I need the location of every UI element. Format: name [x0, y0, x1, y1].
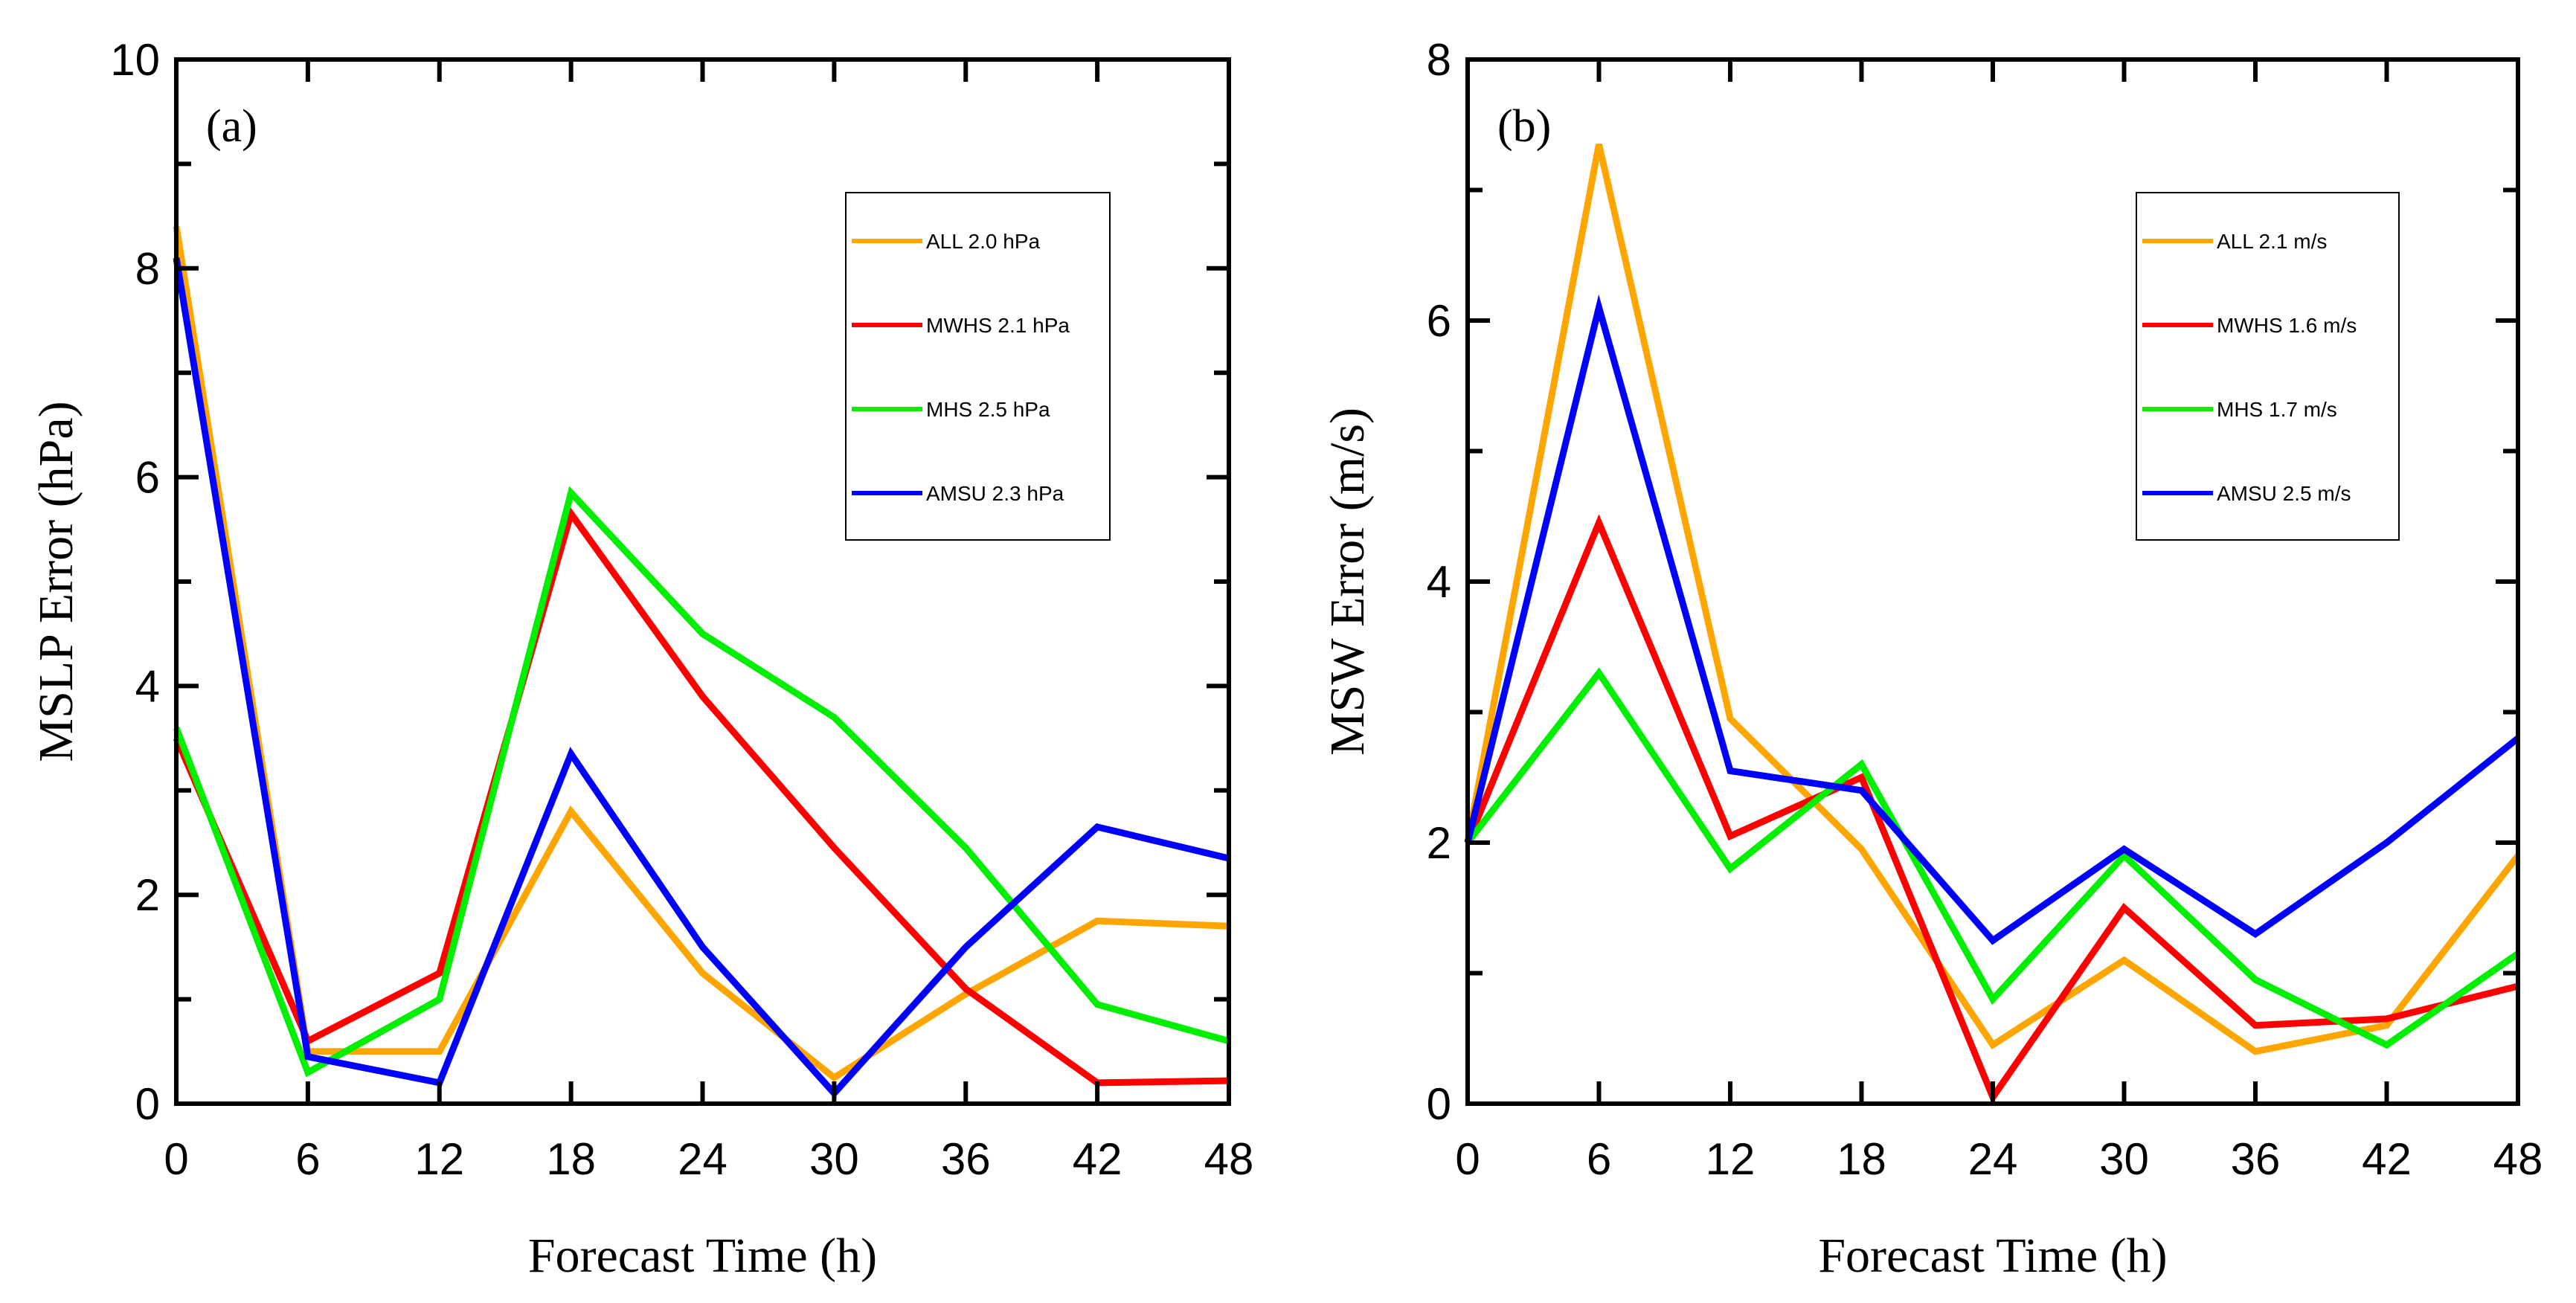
x-tick-label: 24 — [678, 1134, 727, 1184]
legend-label-amsu: AMSU 2.5 m/s — [2217, 482, 2351, 505]
x-tick-label: 12 — [414, 1134, 464, 1184]
y-tick-label: 6 — [1427, 296, 1451, 346]
x-tick-label: 18 — [546, 1134, 596, 1184]
legend-label-all: ALL 2.0 hPa — [926, 230, 1041, 253]
y-tick-label: 4 — [135, 661, 160, 711]
legend-label-all: ALL 2.1 m/s — [2217, 230, 2327, 253]
legend-label-mwhs: MWHS 2.1 hPa — [926, 314, 1070, 337]
legend-label-amsu: AMSU 2.3 hPa — [926, 482, 1064, 505]
panel-label: (a) — [206, 101, 257, 152]
x-tick-label: 48 — [1204, 1134, 1254, 1184]
legend-label-mhs: MHS 1.7 m/s — [2217, 398, 2337, 421]
y-tick-label: 8 — [135, 244, 160, 294]
legend: ALL 2.0 hPa MWHS 2.1 hPa MHS 2.5 hPa AMSU 2… — [845, 192, 1111, 541]
x-tick-label: 12 — [1706, 1134, 1756, 1184]
y-tick-label: 0 — [135, 1079, 160, 1129]
legend-box — [845, 192, 1111, 541]
x-tick-label: 6 — [295, 1134, 320, 1184]
x-tick-label: 30 — [809, 1134, 859, 1184]
y-tick-label: 2 — [135, 870, 160, 920]
y-tick-label: 10 — [110, 35, 160, 85]
y-axis-label: MSW Error (m/s) — [1320, 408, 1375, 756]
panel-label: (b) — [1497, 101, 1551, 152]
series-line-amsu — [173, 257, 1230, 1098]
x-tick-label: 36 — [2231, 1134, 2281, 1184]
x-tick-label: 0 — [164, 1134, 188, 1184]
series-line-mhs — [173, 486, 1230, 1078]
series-line-amsu — [1464, 294, 2520, 945]
series-line-all — [1464, 144, 2521, 1055]
x-tick-label: 42 — [1073, 1134, 1122, 1184]
y-tick-label: 8 — [1427, 35, 1451, 85]
legend-label-mwhs: MWHS 1.6 m/s — [2217, 314, 2357, 337]
x-axis-label: Forecast Time (h) — [528, 1229, 877, 1283]
x-tick-label: 6 — [1587, 1134, 1611, 1184]
x-axis-label: Forecast Time (h) — [1818, 1229, 2167, 1283]
x-tick-label: 30 — [2099, 1134, 2149, 1184]
legend-box — [2136, 192, 2400, 541]
x-tick-label: 48 — [2493, 1134, 2543, 1184]
x-tick-label: 0 — [1455, 1134, 1480, 1184]
x-tick-label: 36 — [941, 1134, 991, 1184]
series-line-mwhs — [1464, 514, 2519, 1104]
y-tick-label: 6 — [135, 453, 160, 503]
series-line-mwhs — [173, 506, 1230, 1087]
legend: ALL 2.1 m/s MWHS 1.6 m/s MHS 1.7 m/s AMSU 2… — [2136, 192, 2400, 541]
x-tick-label: 18 — [1837, 1134, 1886, 1184]
y-tick-label: 0 — [1427, 1079, 1451, 1129]
y-tick-label: 2 — [1427, 818, 1451, 868]
y-axis-label: MSLP Error (hPa) — [29, 401, 83, 762]
legend-label-mhs: MHS 2.5 hPa — [926, 398, 1050, 421]
series-line-mhs — [1465, 667, 2520, 1049]
x-tick-label: 24 — [1968, 1134, 2018, 1184]
x-tick-label: 42 — [2362, 1134, 2412, 1184]
y-tick-label: 4 — [1427, 557, 1451, 607]
